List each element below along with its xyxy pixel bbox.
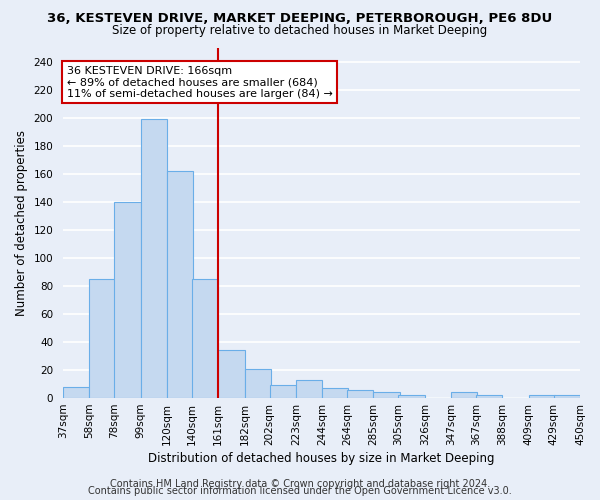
Text: Contains public sector information licensed under the Open Government Licence v3: Contains public sector information licen… — [88, 486, 512, 496]
Text: Size of property relative to detached houses in Market Deeping: Size of property relative to detached ho… — [112, 24, 488, 37]
Bar — [476, 396, 502, 398]
Bar — [322, 388, 349, 398]
Bar — [347, 390, 373, 398]
Bar — [296, 380, 322, 398]
Bar — [89, 279, 116, 398]
Bar — [192, 279, 218, 398]
Bar — [63, 387, 89, 398]
Text: Contains HM Land Registry data © Crown copyright and database right 2024.: Contains HM Land Registry data © Crown c… — [110, 479, 490, 489]
Bar — [140, 119, 167, 398]
Bar — [167, 171, 193, 398]
Text: 36, KESTEVEN DRIVE, MARKET DEEPING, PETERBOROUGH, PE6 8DU: 36, KESTEVEN DRIVE, MARKET DEEPING, PETE… — [47, 12, 553, 26]
Bar — [245, 368, 271, 398]
Text: 36 KESTEVEN DRIVE: 166sqm
← 89% of detached houses are smaller (684)
11% of semi: 36 KESTEVEN DRIVE: 166sqm ← 89% of detac… — [67, 66, 332, 99]
Bar — [529, 396, 555, 398]
Bar — [218, 350, 245, 398]
Bar — [451, 392, 478, 398]
Bar — [554, 396, 580, 398]
X-axis label: Distribution of detached houses by size in Market Deeping: Distribution of detached houses by size … — [148, 452, 495, 465]
Y-axis label: Number of detached properties: Number of detached properties — [15, 130, 28, 316]
Bar — [269, 386, 296, 398]
Bar — [115, 202, 140, 398]
Bar — [398, 396, 425, 398]
Bar — [373, 392, 400, 398]
